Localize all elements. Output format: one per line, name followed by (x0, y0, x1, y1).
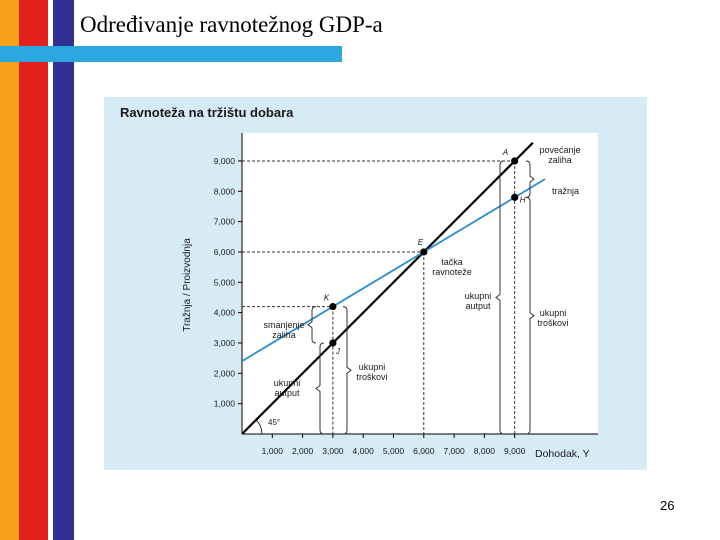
series-45-degree-line (242, 141, 534, 434)
y-tick-label: 2,000 (214, 368, 236, 378)
white-gap-stripe (48, 0, 53, 540)
x-tick-label: 1,000 (262, 446, 284, 456)
point-label-k: K (324, 294, 330, 303)
annotation-ukupni-autput-left-line-1: ukupni (274, 378, 301, 388)
point-label-j: J (335, 347, 341, 356)
x-tick-label: 8,000 (474, 446, 496, 456)
brace-smanjenje-zaliha (307, 306, 317, 344)
series-demand-line (242, 178, 546, 362)
angle-arc (255, 419, 263, 435)
point-j (329, 339, 337, 347)
annotation-ukupni-autput-left-line-2: autput (274, 388, 300, 398)
x-tick-label: 2,000 (292, 446, 314, 456)
point-a (511, 157, 519, 165)
annotation-povecanje-zaliha-line-1: povećanje (539, 145, 580, 155)
y-tick-label: 4,000 (214, 308, 236, 318)
annotation-ukupni-troskovi-left-line-2: troškovi (356, 372, 387, 382)
orange-stripe (0, 0, 19, 540)
page-number: 26 (660, 498, 675, 513)
annotation-povecanje-zaliha-line-2: zaliha (548, 155, 572, 165)
point-e (420, 248, 428, 256)
x-tick-label: 6,000 (413, 446, 435, 456)
y-tick-label: 7,000 (214, 217, 236, 227)
point-label-e: E (418, 238, 424, 247)
x-axis-label: Dohodak, Y (535, 448, 590, 460)
x-tick-label: 5,000 (383, 446, 405, 456)
annotation-ukupni-autput-right-line-2: autput (465, 301, 491, 311)
chart-title: Ravnoteža na tržištu dobara (120, 105, 294, 120)
annotation-tacka-ravnoteze-line-1: tačka (441, 257, 463, 267)
annotation-ukupni-troskovi-right-line-1: ukupni (540, 308, 567, 318)
x-tick-label: 3,000 (322, 446, 344, 456)
annotation-smanjenje-zaliha-line-2: zaliha (272, 330, 296, 340)
point-h (511, 193, 519, 201)
annotation-traznja: tražnja (552, 186, 579, 196)
brace-ukupni-troskovi-right (525, 196, 535, 435)
annotation-tacka-ravnoteze-line-2: ravnoteže (432, 267, 472, 277)
brace-ukupni-autput-left (315, 342, 325, 435)
y-tick-label: 6,000 (214, 247, 236, 257)
brace-povecanje-zaliha (525, 160, 535, 198)
title-underline-bar (0, 46, 342, 62)
point-label-h: H (520, 195, 526, 204)
slide-title: Određivanje ravnotežnog GDP-a (80, 12, 383, 37)
navy-stripe (53, 0, 74, 540)
y-tick-label: 9,000 (214, 156, 236, 166)
x-tick-label: 4,000 (353, 446, 375, 456)
annotation-smanjenje-zaliha-line-1: smanjenje (263, 320, 304, 330)
annotation-ukupni-autput-right-line-1: ukupni (465, 291, 492, 301)
y-tick-label: 5,000 (214, 277, 236, 287)
annotation-ukupni-troskovi-right-line-2: troškovi (537, 318, 568, 328)
y-tick-label: 3,000 (214, 338, 236, 348)
red-stripe (19, 0, 48, 540)
brace-ukupni-autput-right (495, 160, 505, 435)
point-k (329, 302, 337, 311)
x-tick-label: 7,000 (443, 446, 465, 456)
point-label-a: A (502, 148, 508, 157)
y-tick-label: 8,000 (214, 186, 236, 196)
angle-label: 45° (268, 418, 280, 427)
brace-ukupni-troskovi-left (342, 306, 352, 435)
y-axis-label: Tražnja / Proizvodnja (182, 238, 193, 332)
annotation-ukupni-troskovi-left-line-1: ukupni (359, 362, 386, 372)
y-tick-label: 1,000 (214, 399, 236, 409)
x-tick-label: 9,000 (504, 446, 526, 456)
